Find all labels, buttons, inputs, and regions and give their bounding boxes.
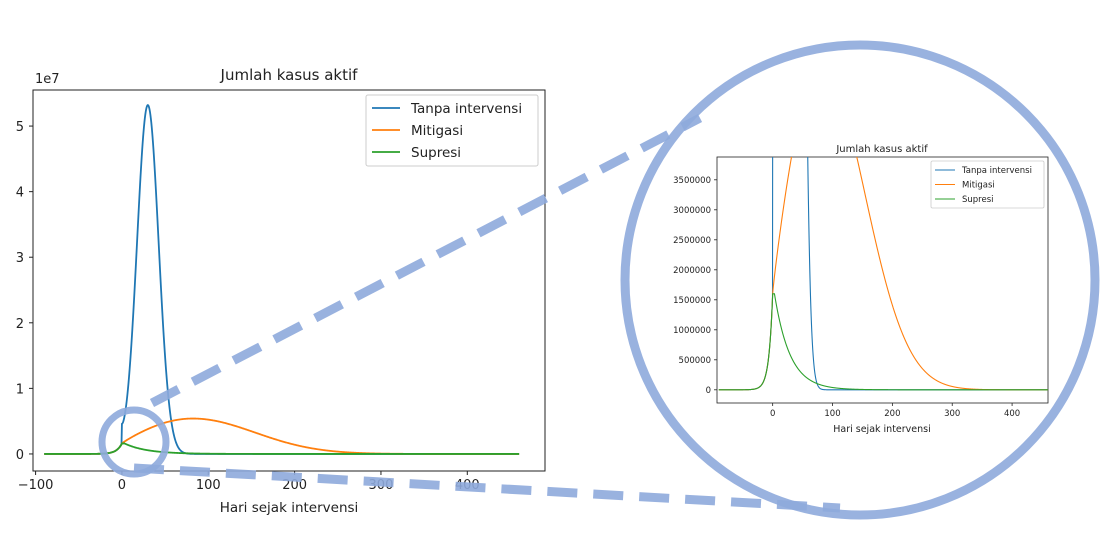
inset-y-tick-label: 1500000 bbox=[673, 296, 711, 306]
inset-y-tick-label: 2500000 bbox=[673, 236, 711, 246]
inset-legend-label-tanpa: Tanpa intervensi bbox=[961, 166, 1032, 176]
zoom-source-circle bbox=[98, 406, 170, 478]
inset-legend-box bbox=[930, 160, 1045, 209]
inset-y-tick-label: 3500000 bbox=[673, 176, 711, 186]
inset-legend: Tanpa intervensi Mitigasi Supresi bbox=[930, 160, 1045, 209]
main-y-tick-label: 5 bbox=[16, 120, 24, 135]
inset-axes-ticks: 0 100 200 300 400 0 500000 1000000 1500000 200000… bbox=[673, 176, 1020, 419]
zoom-target-circle bbox=[620, 40, 1100, 520]
inset-legend-label-supresi: Supresi bbox=[962, 195, 994, 205]
inset-y-tick-label: 0 bbox=[706, 386, 711, 396]
inset-y-tick-label: 2000000 bbox=[673, 266, 711, 276]
main-x-tick-label: −100 bbox=[18, 478, 54, 493]
main-y-tick-label: 0 bbox=[16, 448, 24, 463]
main-chart-title: Jumlah kasus aktif bbox=[220, 66, 359, 84]
inset-x-tick-label: 400 bbox=[1004, 409, 1020, 419]
inset-x-tick-label: 300 bbox=[944, 409, 960, 419]
inset-legend-label-mitigasi: Mitigasi bbox=[962, 181, 995, 191]
main-legend-label-supresi: Supresi bbox=[411, 145, 461, 161]
inset-y-tick-label: 3000000 bbox=[673, 206, 711, 216]
zoom-connector-lower bbox=[133, 463, 841, 513]
main-legend: Tanpa intervensi Mitigasi Supresi bbox=[365, 94, 539, 167]
inset-chart: Jumlah kasus aktif 0 100 200 300 400 0 500000 1… bbox=[673, 144, 1049, 435]
inset-x-tick-label: 0 bbox=[770, 409, 775, 419]
inset-chart-title: Jumlah kasus aktif bbox=[835, 144, 928, 155]
inset-y-tick-label: 1000000 bbox=[673, 326, 711, 336]
main-y-offset-text: 1e7 bbox=[35, 72, 60, 87]
main-x-tick-label: 0 bbox=[118, 478, 126, 493]
inset-series-lines bbox=[718, 157, 1048, 391]
main-chart: Jumlah kasus aktif 1e7 −1000100200300400… bbox=[16, 66, 546, 516]
main-series-line-supresi bbox=[44, 442, 520, 455]
main-x-axis-label: Hari sejak intervensi bbox=[220, 500, 359, 516]
zoom-callout bbox=[98, 40, 1100, 520]
inset-x-axis-label: Hari sejak intervensi bbox=[833, 424, 931, 435]
zoom-connector-upper bbox=[149, 114, 703, 407]
main-legend-box bbox=[365, 94, 539, 167]
inset-x-tick-label: 100 bbox=[824, 409, 840, 419]
main-y-tick-label: 3 bbox=[16, 251, 24, 266]
inset-y-tick-label: 500000 bbox=[679, 356, 711, 366]
main-y-tick-label: 4 bbox=[16, 186, 24, 201]
main-series-lines bbox=[44, 104, 520, 455]
main-x-tick-label: 100 bbox=[196, 478, 221, 493]
main-y-tick-label: 1 bbox=[16, 382, 24, 397]
inset-series-line-supresi bbox=[718, 293, 1048, 391]
main-legend-label-tanpa: Tanpa intervensi bbox=[410, 101, 522, 117]
inset-x-tick-label: 200 bbox=[884, 409, 900, 419]
main-y-tick-label: 2 bbox=[16, 317, 24, 332]
main-legend-label-mitigasi: Mitigasi bbox=[411, 123, 463, 139]
